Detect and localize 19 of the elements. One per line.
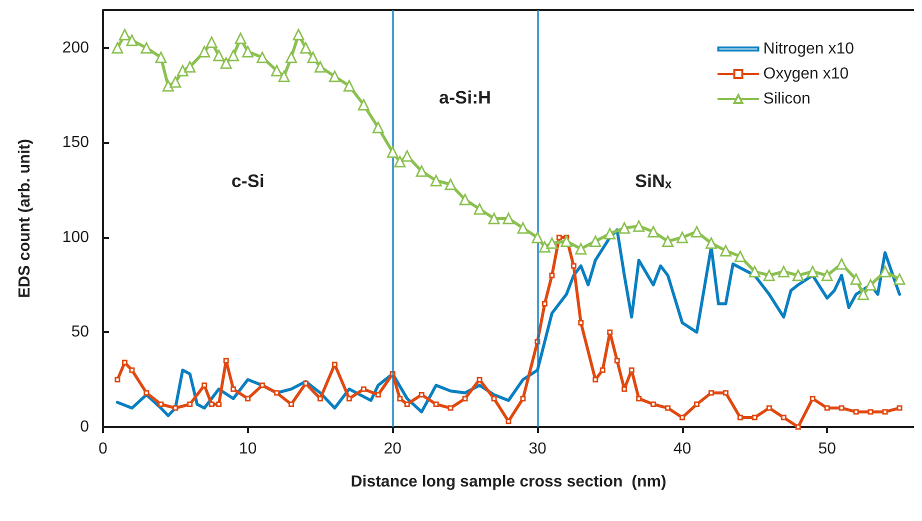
y-tick-label: 200 bbox=[62, 39, 90, 56]
y-tick-label: 100 bbox=[62, 228, 90, 246]
y-tick-label: 150 bbox=[62, 134, 90, 152]
y-tick-label: 0 bbox=[80, 418, 90, 436]
x-tick-label: 10 bbox=[238, 440, 257, 458]
legend-label: Oxygen x10 bbox=[763, 66, 849, 82]
annotation: SiNₓ bbox=[635, 170, 672, 191]
annotation: c-Si bbox=[231, 170, 264, 191]
legend-label: Silicon bbox=[763, 90, 810, 108]
y-tick-label: 50 bbox=[71, 324, 90, 341]
x-tick-label: 50 bbox=[818, 440, 836, 458]
annotation: a-Si:H bbox=[439, 88, 492, 108]
x-tick-label: 0 bbox=[98, 440, 108, 458]
x-tick-label: 20 bbox=[384, 440, 402, 458]
x-tick-label: 30 bbox=[528, 440, 546, 458]
legend-label: Nitrogen x10 bbox=[763, 40, 854, 58]
x-tick-label: 40 bbox=[673, 440, 692, 458]
y-axis-title: EDS count (arb. unit) bbox=[16, 138, 34, 298]
x-axis-title: Distance long sample cross section (nm) bbox=[350, 474, 666, 490]
